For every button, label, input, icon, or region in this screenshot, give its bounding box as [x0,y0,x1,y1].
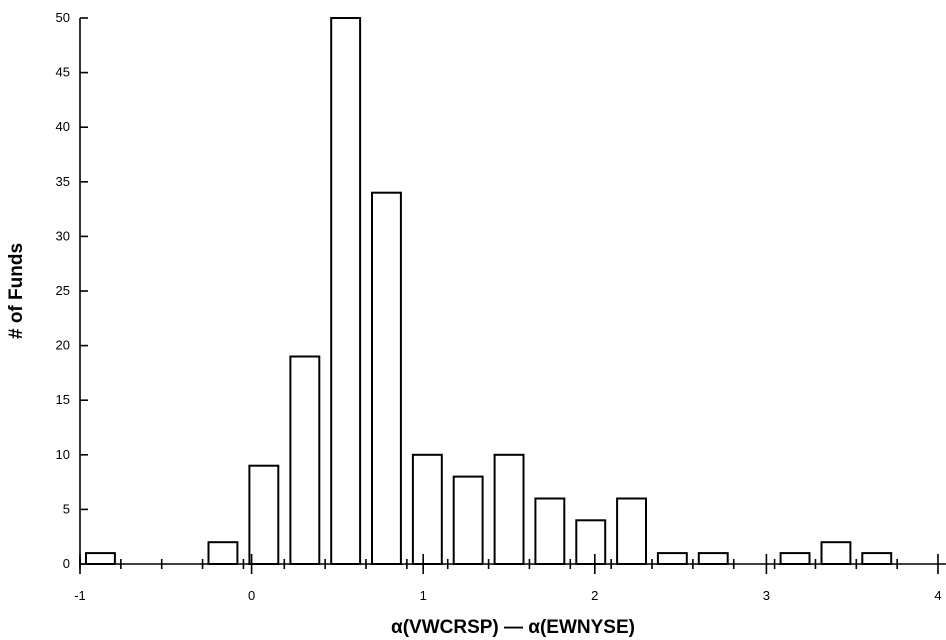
x-tick-label-4: 3 [763,588,770,603]
histogram-bar-12 [575,519,607,565]
histogram-bar-5 [289,355,321,565]
y-tick-label-9: 45 [56,65,70,80]
x-tick-label-1: 0 [248,588,255,603]
x-tick-label-0: -1 [74,588,86,603]
x-axis-title: α(VWCRSP) — α(EWNYSE) [391,617,635,638]
histogram-bar-11 [534,497,566,565]
x-tick-label-5: 4 [934,588,941,603]
y-tick-label-1: 5 [63,501,70,516]
y-axis-title: # of Funds [6,243,27,339]
histogram-bar-10 [493,453,525,565]
y-tick-label-3: 15 [56,392,70,407]
x-tick-label-3: 2 [591,588,598,603]
histogram-bar-6 [330,17,362,565]
y-tick-label-8: 40 [56,119,70,134]
histogram-bar-3 [207,541,239,566]
bars-group [85,17,893,566]
histogram-bar-9 [452,475,484,566]
histogram-bar-4 [248,464,280,566]
histogram-bar-8 [411,453,443,565]
y-tick-label-0: 0 [63,556,70,571]
histogram-bar-19 [861,552,893,565]
y-tick-label-10: 50 [56,10,70,25]
y-tick-label-4: 20 [56,338,70,353]
x-ticks-group: -1 0 1 2 3 4 [74,554,942,603]
histogram-bar-14 [656,552,688,565]
y-tick-label-5: 25 [56,283,70,298]
x-tick-label-2: 1 [420,588,427,603]
histogram-bar-18 [820,541,852,566]
y-tick-label-6: 30 [56,228,70,243]
histogram-bar-13 [616,497,647,565]
histogram-bar-0 [85,552,116,565]
y-ticks-group: 0 5 10 15 20 25 30 35 40 45 50 [56,10,88,571]
y-tick-label-7: 35 [56,174,70,189]
histogram-bar-15 [697,552,729,565]
histogram-bar-17 [779,552,811,565]
y-tick-label-2: 10 [56,447,70,462]
histogram-bar-7 [371,191,402,565]
